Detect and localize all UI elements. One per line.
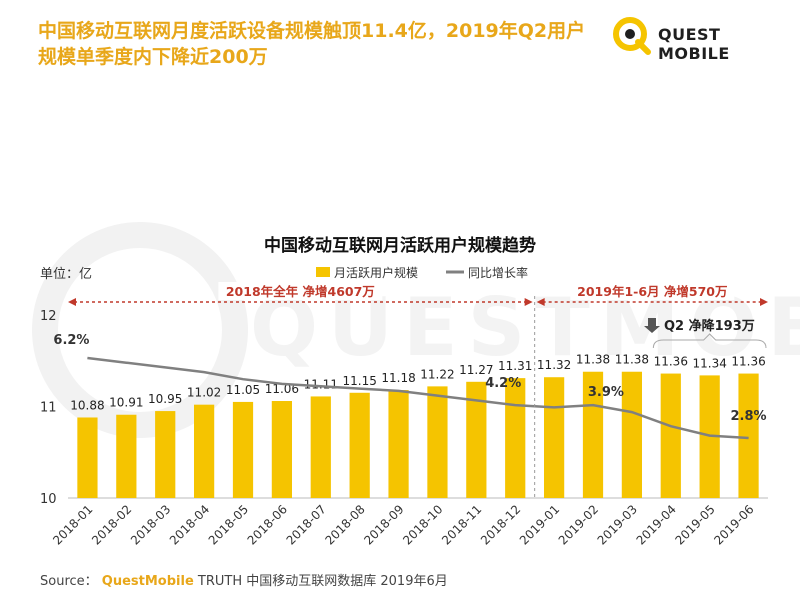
x-tick-label: 2018-06 xyxy=(245,502,290,547)
period-label: 2018年全年 净增4607万 xyxy=(226,284,375,299)
period-arrow-head xyxy=(68,298,76,306)
x-tick-label: 2018-09 xyxy=(361,502,406,547)
x-axis: 2018-012018-022018-032018-042018-052018-… xyxy=(50,502,756,547)
bar-value-label: 11.36 xyxy=(654,355,688,369)
q2-label: Q2 净降193万 xyxy=(664,318,755,334)
bar xyxy=(621,371,642,498)
x-tick-label: 2018-07 xyxy=(284,502,329,547)
bar-value-label: 11.36 xyxy=(731,355,765,369)
bar xyxy=(505,378,526,498)
x-tick-label: 2018-11 xyxy=(439,502,484,547)
x-tick-label: 2018-05 xyxy=(206,502,251,547)
bar xyxy=(194,404,215,498)
growth-rate-label: 2.8% xyxy=(731,409,767,424)
bar-value-label: 11.34 xyxy=(692,356,726,370)
bar-value-label: 11.18 xyxy=(381,371,415,385)
bar-value-label: 11.02 xyxy=(187,386,221,400)
growth-rate-label: 3.9% xyxy=(588,385,624,400)
logo-icon xyxy=(613,17,651,55)
bar xyxy=(349,392,370,498)
bar-value-label: 10.91 xyxy=(109,396,143,410)
bar-value-label: 11.05 xyxy=(226,383,260,397)
bar-value-label: 10.95 xyxy=(148,392,182,406)
headline: 中国移动互联网月度活跃设备规模触顶11.4亿，2019年Q2用户规模单季度内下降… xyxy=(38,20,586,68)
x-tick-label: 2018-12 xyxy=(478,502,523,547)
growth-line: 6.2% 4.2% 3.9% 2.8% xyxy=(53,333,767,440)
x-tick-label: 2018-04 xyxy=(167,502,212,547)
legend-line-label: 同比增长率 xyxy=(468,265,528,280)
legend-bar-label: 月活跃用户规模 xyxy=(334,265,418,280)
questmobile-logo: QUEST MOBILE xyxy=(610,12,790,63)
bar-value-label: 11.38 xyxy=(576,353,610,367)
logo-text: QUEST MOBILE xyxy=(658,25,730,63)
source-brand: QuestMobile xyxy=(101,574,194,589)
bar xyxy=(388,390,409,498)
bar xyxy=(155,411,176,498)
x-tick-label: 2018-08 xyxy=(322,502,367,547)
x-tick-label: 2019-01 xyxy=(517,502,562,547)
period-annotations: 2018年全年 净增4607万 2019年1-6月 净增570万 Q2 净降193万 xyxy=(68,282,768,498)
bar-value-label: 11.31 xyxy=(498,359,532,373)
period-arrow-head xyxy=(760,298,768,306)
bar xyxy=(544,377,565,498)
bar xyxy=(427,386,448,498)
bar xyxy=(271,401,292,498)
period-label-bg xyxy=(218,282,383,300)
y-tick-label: 10 xyxy=(40,492,57,507)
unit-label: 单位：亿 xyxy=(40,267,92,282)
y-tick-label: 12 xyxy=(40,309,57,324)
x-tick-label: 2019-02 xyxy=(556,502,601,547)
x-tick-label: 2019-04 xyxy=(634,502,679,547)
x-tick-label: 2018-10 xyxy=(400,502,445,547)
x-tick-label: 2018-03 xyxy=(128,502,173,547)
x-tick-label: 2019-05 xyxy=(672,502,717,547)
q2-down-arrow-icon xyxy=(644,318,660,333)
source-rest: TRUTH 中国移动互联网数据库 2019年6月 xyxy=(197,574,448,589)
q2-bracket xyxy=(652,333,767,349)
bar xyxy=(582,371,604,498)
bars xyxy=(77,371,759,498)
bar-value-label: 10.88 xyxy=(70,398,104,412)
x-tick-label: 2019-06 xyxy=(711,502,756,547)
bar-labels: 10.88 10.91 10.95 11.02 11.05 11.06 11.11 11.15… xyxy=(70,353,765,413)
bar xyxy=(738,373,759,498)
bar-value-label: 11.27 xyxy=(459,363,493,377)
source-note: Source： QuestMobile TRUTH 中国移动互联网数据库 201… xyxy=(40,570,448,589)
x-tick-label: 2018-01 xyxy=(50,502,95,547)
period-arrow-head xyxy=(536,298,545,306)
legend-bar-swatch xyxy=(316,267,330,277)
bar-value-label: 11.32 xyxy=(537,358,571,372)
y-tick-label: 11 xyxy=(40,401,57,416)
legend: 月活跃用户规模 同比增长率 xyxy=(316,265,528,280)
growth-rate-label: 6.2% xyxy=(53,333,89,348)
x-tick-label: 2019-03 xyxy=(595,502,640,547)
y-axis: 12 11 10 xyxy=(40,309,768,507)
x-tick-label: 2018-02 xyxy=(89,502,134,547)
bar xyxy=(116,414,137,498)
bar xyxy=(466,381,487,498)
chart-title: 中国移动互联网月活跃用户规模趋势 xyxy=(264,235,536,256)
period-label-bg xyxy=(570,282,735,300)
period-label: 2019年1-6月 净增570万 xyxy=(577,284,727,299)
bar xyxy=(660,373,681,498)
growth-line-path xyxy=(87,356,749,440)
bar xyxy=(232,401,254,498)
bar xyxy=(310,396,331,498)
bar-value-label: 11.22 xyxy=(420,367,454,381)
source-prefix: Source： xyxy=(40,574,98,589)
bar-value-label: 11.15 xyxy=(342,374,376,388)
growth-rate-label: 4.2% xyxy=(485,376,521,391)
period-arrow-head xyxy=(524,298,533,306)
bar-value-label: 11.38 xyxy=(615,353,649,367)
bar xyxy=(77,417,98,498)
